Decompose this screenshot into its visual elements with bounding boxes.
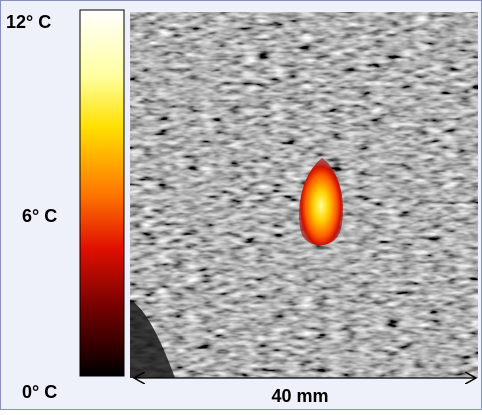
page: 12° C 6° C 0° C 40 mm (() => { const dat… (0, 0, 482, 410)
colorbar-label: 0° C (22, 382, 57, 402)
colorbar-label: 6° C (22, 206, 57, 226)
figure: 12° C 6° C 0° C 40 mm (0, 0, 482, 410)
colorbar (80, 10, 124, 376)
colorbar-label: 12° C (6, 12, 51, 32)
scale-bar-label: 40 mm (271, 386, 328, 406)
